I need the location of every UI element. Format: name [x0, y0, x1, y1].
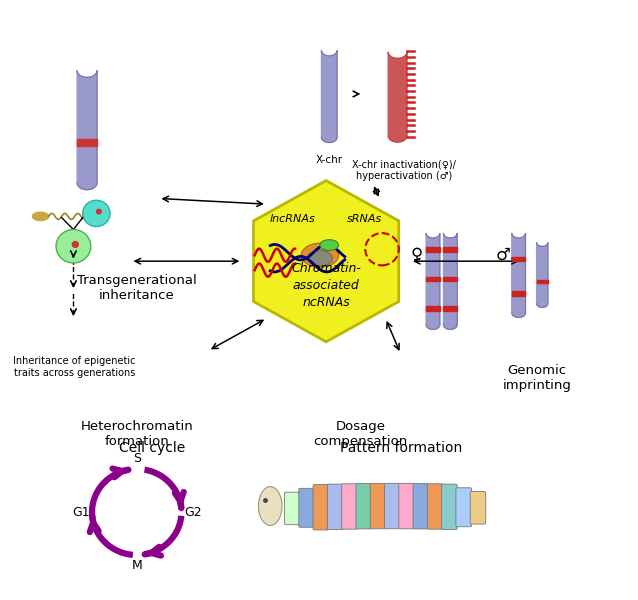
Bar [537, 280, 548, 283]
FancyBboxPatch shape [385, 484, 400, 529]
FancyBboxPatch shape [299, 488, 315, 527]
Text: Pattern formation: Pattern formation [339, 441, 462, 455]
Polygon shape [537, 242, 548, 307]
Circle shape [83, 200, 110, 227]
Text: Cell cycle: Cell cycle [119, 441, 186, 455]
Ellipse shape [301, 243, 339, 267]
Text: Transgenerational
inheritance: Transgenerational inheritance [77, 274, 197, 302]
Polygon shape [33, 212, 48, 221]
Polygon shape [253, 181, 399, 342]
Text: Inheritance of epigenetic
traits across generations: Inheritance of epigenetic traits across … [13, 356, 136, 377]
Polygon shape [512, 233, 526, 317]
FancyBboxPatch shape [356, 484, 371, 529]
FancyBboxPatch shape [413, 484, 429, 529]
FancyBboxPatch shape [427, 484, 443, 529]
Text: X-chr inactivation(♀)/
hyperactivation (♂): X-chr inactivation(♀)/ hyperactivation (… [352, 159, 456, 181]
Bar [443, 306, 457, 311]
Text: Genomic
imprinting: Genomic imprinting [503, 364, 572, 392]
Bar [77, 139, 97, 146]
Text: lncRNAs: lncRNAs [269, 214, 315, 224]
Bar [443, 247, 457, 252]
Circle shape [71, 241, 79, 248]
Text: sRNAs: sRNAs [347, 214, 382, 224]
FancyBboxPatch shape [470, 491, 486, 524]
Bar [426, 247, 440, 252]
FancyBboxPatch shape [370, 484, 386, 529]
FancyBboxPatch shape [399, 484, 414, 529]
FancyBboxPatch shape [313, 485, 329, 530]
Bar [512, 257, 526, 262]
Circle shape [56, 230, 91, 263]
Polygon shape [389, 52, 407, 142]
Ellipse shape [258, 487, 282, 526]
Bar [426, 306, 440, 311]
Bar [426, 277, 440, 281]
FancyBboxPatch shape [456, 488, 471, 527]
Text: ♀: ♀ [410, 246, 422, 264]
Ellipse shape [320, 239, 339, 250]
Bar [512, 292, 526, 296]
Ellipse shape [308, 250, 332, 266]
Text: Chromatin-
associated
ncRNAs: Chromatin- associated ncRNAs [291, 262, 361, 308]
Text: S: S [133, 452, 141, 465]
Text: X-chr: X-chr [316, 155, 343, 164]
Circle shape [96, 209, 102, 215]
Text: M: M [131, 559, 142, 572]
FancyBboxPatch shape [285, 492, 300, 524]
Polygon shape [322, 50, 337, 142]
Polygon shape [426, 233, 440, 329]
Text: Dosage
compensation: Dosage compensation [313, 421, 408, 448]
Text: G1: G1 [72, 506, 90, 518]
FancyBboxPatch shape [342, 484, 357, 529]
FancyBboxPatch shape [327, 484, 343, 530]
Bar [443, 277, 457, 281]
Text: G2: G2 [184, 506, 202, 518]
Polygon shape [443, 233, 457, 329]
Text: Heterochromatin
formation: Heterochromatin formation [80, 421, 193, 448]
Polygon shape [77, 71, 97, 190]
Text: ♂: ♂ [496, 246, 510, 264]
FancyBboxPatch shape [441, 484, 457, 530]
